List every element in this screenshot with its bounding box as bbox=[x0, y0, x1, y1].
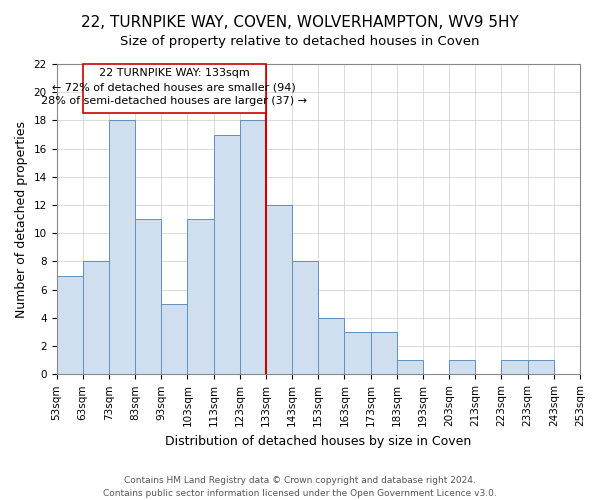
Bar bbox=[135, 219, 161, 374]
Bar bbox=[109, 120, 135, 374]
Bar bbox=[266, 205, 292, 374]
Bar bbox=[292, 262, 318, 374]
Text: Size of property relative to detached houses in Coven: Size of property relative to detached ho… bbox=[120, 35, 480, 48]
Bar bbox=[502, 360, 527, 374]
Bar bbox=[371, 332, 397, 374]
Bar bbox=[449, 360, 475, 374]
Bar bbox=[56, 276, 83, 374]
Bar bbox=[214, 134, 240, 374]
X-axis label: Distribution of detached houses by size in Coven: Distribution of detached houses by size … bbox=[165, 434, 472, 448]
Bar bbox=[240, 120, 266, 374]
Text: Contains HM Land Registry data © Crown copyright and database right 2024.
Contai: Contains HM Land Registry data © Crown c… bbox=[103, 476, 497, 498]
Text: 22, TURNPIKE WAY, COVEN, WOLVERHAMPTON, WV9 5HY: 22, TURNPIKE WAY, COVEN, WOLVERHAMPTON, … bbox=[81, 15, 519, 30]
Bar bbox=[527, 360, 554, 374]
Bar bbox=[318, 318, 344, 374]
Bar bbox=[397, 360, 423, 374]
Bar bbox=[161, 304, 187, 374]
Text: 22 TURNPIKE WAY: 133sqm
← 72% of detached houses are smaller (94)
28% of semi-de: 22 TURNPIKE WAY: 133sqm ← 72% of detache… bbox=[41, 68, 307, 106]
Bar bbox=[187, 219, 214, 374]
Bar bbox=[83, 262, 109, 374]
Y-axis label: Number of detached properties: Number of detached properties bbox=[15, 120, 28, 318]
Bar bbox=[344, 332, 371, 374]
FancyBboxPatch shape bbox=[83, 64, 266, 114]
